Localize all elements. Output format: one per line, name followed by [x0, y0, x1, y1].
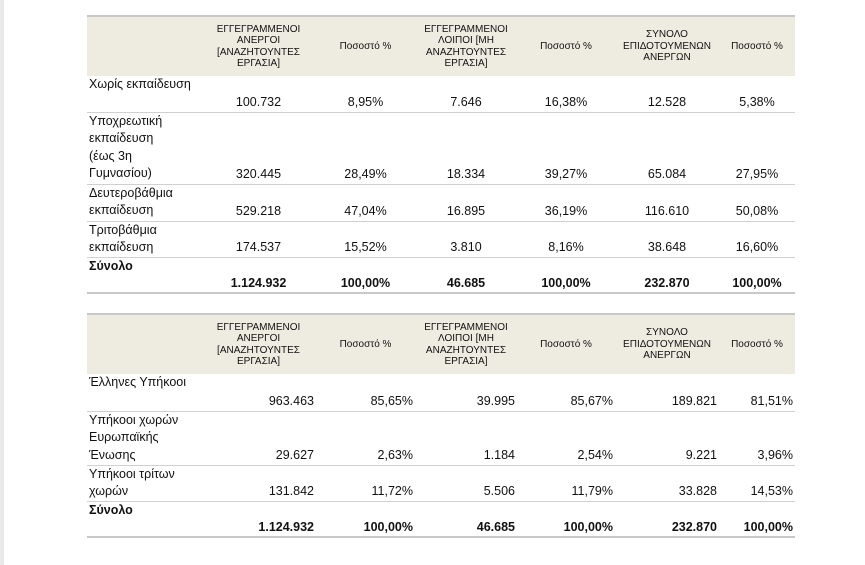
cell-value: 16,60% — [719, 221, 795, 258]
cell-value: 39.995 — [415, 374, 517, 412]
total-value: 100,00% — [517, 501, 615, 538]
row-label: Χωρίς εκπαίδευση — [87, 76, 201, 113]
total-value: 100,00% — [719, 257, 795, 294]
cell-value: 9.221 — [615, 411, 719, 466]
citizenship-table: ΕΓΓΕΓΡΑΜΜΕΝΟΙ ΑΝΕΡΓΟΙ [ΑΝΑΖΗΤΟΥΝΤΕΣ ΕΡΓΑ… — [87, 313, 795, 538]
cell-value: 85,67% — [517, 374, 615, 412]
total-value: 232.870 — [615, 257, 719, 294]
cell-value: 11,72% — [316, 465, 415, 502]
total-value: 232.870 — [615, 501, 719, 538]
total-value: 100,00% — [719, 501, 795, 538]
header-registered-other: ΕΓΓΕΓΡΑΜΜΕΝΟΙ ΛΟΙΠΟΙ [ΜΗ ΑΝΑΖΗΤΟΥΝΤΕΣ ΕΡ… — [415, 313, 517, 374]
header-percent: Ποσοστό % — [316, 15, 415, 76]
header-registered-unemployed: ΕΓΓΕΓΡΑΜΜΕΝΟΙ ΑΝΕΡΓΟΙ [ΑΝΑΖΗΤΟΥΝΤΕΣ ΕΡΓΑ… — [201, 15, 316, 76]
cell-value: 12.528 — [615, 76, 719, 113]
cell-value: 7.646 — [415, 76, 517, 113]
cell-value: 11,79% — [517, 465, 615, 502]
cell-value: 15,52% — [316, 221, 415, 258]
cell-value: 116.610 — [615, 184, 719, 222]
header-percent: Ποσοστό % — [517, 313, 615, 374]
total-value: 46.685 — [415, 501, 517, 538]
table-row: Χωρίς εκπαίδευση 100.732 8,95% 7.646 16,… — [87, 76, 795, 113]
cell-value: 85,65% — [316, 374, 415, 412]
cell-value: 174.537 — [201, 221, 316, 258]
total-value: 100,00% — [517, 257, 615, 294]
table-total-row: Σύνολο 1.124.932 100,00% 46.685 100,00% … — [87, 501, 795, 538]
table-row: Δευτεροβάθμια εκπαίδευση 529.218 47,04% 1… — [87, 184, 795, 222]
header-percent: Ποσοστό % — [316, 313, 415, 374]
table-header-row: ΕΓΓΕΓΡΑΜΜΕΝΟΙ ΑΝΕΡΓΟΙ [ΑΝΑΖΗΤΟΥΝΤΕΣ ΕΡΓΑ… — [87, 313, 795, 374]
table-row: Υπήκοοι τρίτων χωρών 131.842 11,72% 5.506… — [87, 465, 795, 502]
cell-value: 36,19% — [517, 184, 615, 222]
page-left-edge — [0, 0, 4, 565]
table-row: Έλληνες Υπήκοοι 963.463 85,65% 39.995 85… — [87, 374, 795, 412]
cell-value: 5,38% — [719, 76, 795, 113]
cell-value: 38.648 — [615, 221, 719, 258]
row-label: Έλληνες Υπήκοοι — [87, 374, 201, 412]
total-label: Σύνολο — [87, 501, 201, 538]
cell-value: 28,49% — [316, 112, 415, 185]
cell-value: 18.334 — [415, 112, 517, 185]
row-label: Δευτεροβάθμια εκπαίδευση — [87, 184, 201, 222]
header-percent: Ποσοστό % — [719, 313, 795, 374]
cell-value: 3.810 — [415, 221, 517, 258]
cell-value: 320.445 — [201, 112, 316, 185]
cell-value: 2,54% — [517, 411, 615, 466]
cell-value: 14,53% — [719, 465, 795, 502]
cell-value: 29.627 — [201, 411, 316, 466]
total-label: Σύνολο — [87, 257, 201, 294]
total-value: 100,00% — [316, 501, 415, 538]
cell-value: 8,95% — [316, 76, 415, 113]
cell-value: 3,96% — [719, 411, 795, 466]
total-value: 1.124.932 — [201, 257, 316, 294]
row-label: Υπήκοοι τρίτων χωρών — [87, 465, 201, 502]
table-row: Υποχρεωτική εκπαίδευση (έως 3η Γυμνασίου) 3… — [87, 112, 795, 185]
total-value: 1.124.932 — [201, 501, 316, 538]
cell-value: 50,08% — [719, 184, 795, 222]
table-total-row: Σύνολο 1.124.932 100,00% 46.685 100,00% … — [87, 257, 795, 294]
cell-value: 65.084 — [615, 112, 719, 185]
cell-value: 33.828 — [615, 465, 719, 502]
header-total-subsidized: ΣΥΝΟΛΟ ΕΠΙΔΟΤΟΥΜΕΝΩΝ ΑΝΕΡΓΩΝ — [615, 15, 719, 76]
cell-value: 16.895 — [415, 184, 517, 222]
header-registered-unemployed: ΕΓΓΕΓΡΑΜΜΕΝΟΙ ΑΝΕΡΓΟΙ [ΑΝΑΖΗΤΟΥΝΤΕΣ ΕΡΓΑ… — [201, 313, 316, 374]
cell-value: 100.732 — [201, 76, 316, 113]
total-value: 46.685 — [415, 257, 517, 294]
cell-value: 1.184 — [415, 411, 517, 466]
cell-value: 8,16% — [517, 221, 615, 258]
table-row: Υπήκοοι χωρών Ευρωπαϊκής Ένωσης 29.627 2,6… — [87, 411, 795, 466]
row-label: Υπήκοοι χωρών Ευρωπαϊκής Ένωσης — [87, 411, 201, 466]
cell-value: 47,04% — [316, 184, 415, 222]
table-header-row: ΕΓΓΕΓΡΑΜΜΕΝΟΙ ΑΝΕΡΓΟΙ [ΑΝΑΖΗΤΟΥΝΤΕΣ ΕΡΓΑ… — [87, 15, 795, 76]
header-total-subsidized: ΣΥΝΟΛΟ ΕΠΙΔΟΤΟΥΜΕΝΩΝ ΑΝΕΡΓΩΝ — [615, 313, 719, 374]
header-percent: Ποσοστό % — [517, 15, 615, 76]
cell-value: 963.463 — [201, 374, 316, 412]
education-table: ΕΓΓΕΓΡΑΜΜΕΝΟΙ ΑΝΕΡΓΟΙ [ΑΝΑΖΗΤΟΥΝΤΕΣ ΕΡΓΑ… — [87, 15, 795, 294]
header-registered-other: ΕΓΓΕΓΡΑΜΜΕΝΟΙ ΛΟΙΠΟΙ [ΜΗ ΑΝΑΖΗΤΟΥΝΤΕΣ ΕΡ… — [415, 15, 517, 76]
table-row: Τριτοβάθμια εκπαίδευση 174.537 15,52% 3.8… — [87, 221, 795, 258]
cell-value: 2,63% — [316, 411, 415, 466]
cell-value: 5.506 — [415, 465, 517, 502]
cell-value: 189.821 — [615, 374, 719, 412]
cell-value: 529.218 — [201, 184, 316, 222]
row-label: Τριτοβάθμια εκπαίδευση — [87, 221, 201, 258]
header-percent: Ποσοστό % — [719, 15, 795, 76]
header-cell-blank — [87, 15, 201, 76]
cell-value: 39,27% — [517, 112, 615, 185]
cell-value: 16,38% — [517, 76, 615, 113]
cell-value: 27,95% — [719, 112, 795, 185]
cell-value: 81,51% — [719, 374, 795, 412]
row-label: Υποχρεωτική εκπαίδευση (έως 3η Γυμνασίου) — [87, 112, 201, 185]
cell-value: 131.842 — [201, 465, 316, 502]
header-cell-blank — [87, 313, 201, 374]
total-value: 100,00% — [316, 257, 415, 294]
